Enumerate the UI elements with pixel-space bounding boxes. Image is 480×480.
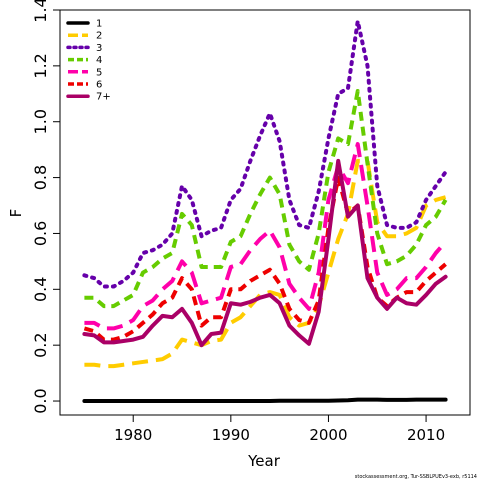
source-note: stockassessment.org, Tur-SSBLPUEv3-exb, …: [355, 474, 477, 480]
y-tick-label: 0.8: [31, 165, 50, 190]
series-line-7plus: [82, 158, 448, 348]
series-lines: [82, 19, 448, 404]
series-line-4: [84, 89, 448, 309]
series-line-1: [82, 397, 448, 404]
legend-label: 3: [96, 43, 102, 54]
y-tick-label: 1.2: [31, 53, 50, 78]
x-tick-label: 2000: [309, 426, 347, 444]
y-tick-label: 1.0: [31, 109, 50, 134]
y-tick-label: 0.2: [31, 332, 50, 357]
y-tick-label: 0.6: [31, 221, 50, 246]
x-tick-label: 1990: [212, 426, 250, 444]
y-tick-label: 0.4: [31, 277, 50, 302]
legend-label: 5: [96, 67, 102, 78]
y-axis-title: F: [7, 209, 25, 218]
legend-label: 1: [96, 19, 102, 30]
legend-label: 6: [96, 80, 102, 91]
x-axis-title: Year: [247, 452, 281, 470]
legend-label: 7+: [96, 92, 111, 103]
y-tick-label: 1.4: [31, 0, 50, 23]
plot-frame: [59, 9, 471, 416]
series-line-2: [84, 158, 447, 369]
x-tick-label: 1980: [114, 426, 152, 444]
y-axis: 0.0 0.2 0.4 0.6 0.8 1.0 1.2 1.4: [31, 0, 60, 414]
x-axis: 1980 1990 2000 2010: [114, 415, 445, 444]
series-line-3: [82, 19, 448, 289]
y-tick-label: 0.0: [31, 388, 50, 413]
legend-label: 2: [96, 31, 102, 42]
legend-label: 4: [96, 55, 102, 66]
series-line-5: [84, 142, 448, 331]
x-tick-label: 2010: [407, 426, 445, 444]
